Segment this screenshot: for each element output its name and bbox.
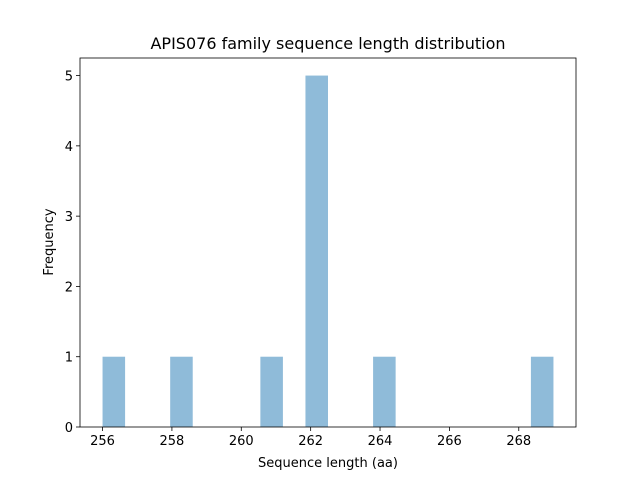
bar	[305, 75, 328, 428]
y-tick-label: 4	[65, 140, 73, 155]
x-tick-label: 264	[368, 434, 393, 449]
axes-frame	[79, 57, 577, 428]
y-tick-label: 3	[65, 210, 73, 225]
y-axis-label: Frequency	[42, 208, 57, 275]
bar	[260, 356, 283, 427]
y-tick-label: 1	[65, 351, 73, 366]
bar	[102, 356, 126, 427]
y-tick-label: 2	[65, 280, 73, 295]
y-tick-label: 0	[65, 421, 73, 436]
x-tick-label: 260	[229, 434, 254, 449]
chart-title: APIS076 family sequence length distribut…	[150, 34, 505, 53]
x-tick-label: 256	[90, 434, 115, 449]
x-tick-label: 268	[506, 434, 531, 449]
bar	[373, 356, 396, 427]
bar	[170, 356, 193, 427]
x-tick-label: 266	[437, 434, 462, 449]
x-tick-label: 258	[160, 434, 185, 449]
y-tick-label: 5	[65, 70, 73, 85]
bar	[530, 356, 554, 427]
x-tick-label: 262	[298, 434, 323, 449]
x-axis-label: Sequence length (aa)	[258, 456, 398, 471]
